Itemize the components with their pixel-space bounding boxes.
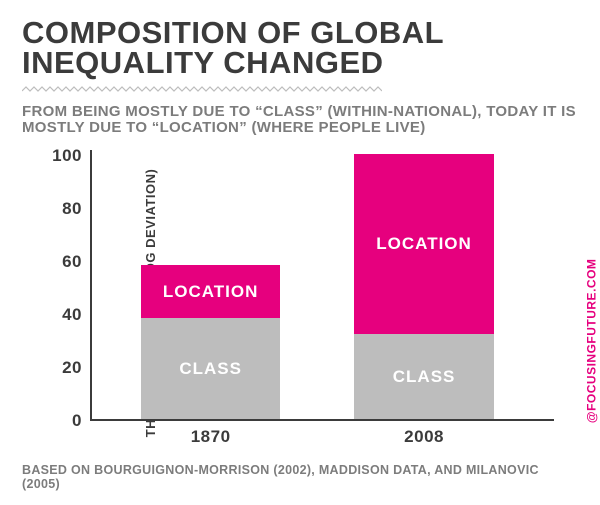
y-tick-label: 20 — [62, 358, 90, 378]
divider-zigzag — [22, 85, 382, 93]
segment-label: LOCATION — [376, 234, 472, 254]
x-axis — [90, 419, 554, 421]
page-subtitle: FROM BEING MOSTLY DUE TO “CLASS” (WITHIN… — [22, 104, 578, 136]
x-tick-label: 2008 — [404, 421, 444, 447]
bar: CLASS LOCATION — [354, 154, 493, 419]
infographic: COMPOSITION OF GLOBAL INEQUALITY CHANGED… — [0, 0, 600, 505]
page-title: COMPOSITION OF GLOBAL INEQUALITY CHANGED — [22, 18, 578, 79]
y-tick-label: 80 — [62, 199, 90, 219]
chart: THELL 0 INDEX (MEAN LOG DEVIATION) 02040… — [22, 150, 578, 455]
y-tick-label: 100 — [52, 146, 90, 166]
source-footer: BASED ON BOURGUIGNON-MORRISON (2002), MA… — [22, 463, 578, 491]
bar-segment-location: LOCATION — [141, 265, 280, 318]
credit-watermark: @FOCUSINGFUTURE.COM — [585, 258, 599, 423]
chart-plot: 020406080100CLASSLOCATION1870CLASSLOCATI… — [90, 156, 554, 421]
x-tick-label: 1870 — [191, 421, 231, 447]
y-axis — [90, 150, 92, 421]
segment-label: CLASS — [393, 367, 456, 387]
bar-segment-class: CLASS — [354, 334, 493, 419]
segment-label: LOCATION — [163, 282, 259, 302]
y-tick-label: 40 — [62, 305, 90, 325]
y-tick-label: 0 — [72, 411, 90, 431]
bar-segment-location: LOCATION — [354, 154, 493, 334]
y-tick-label: 60 — [62, 252, 90, 272]
bar: CLASS LOCATION — [141, 265, 280, 419]
segment-label: CLASS — [179, 359, 242, 379]
bar-segment-class: CLASS — [141, 318, 280, 419]
